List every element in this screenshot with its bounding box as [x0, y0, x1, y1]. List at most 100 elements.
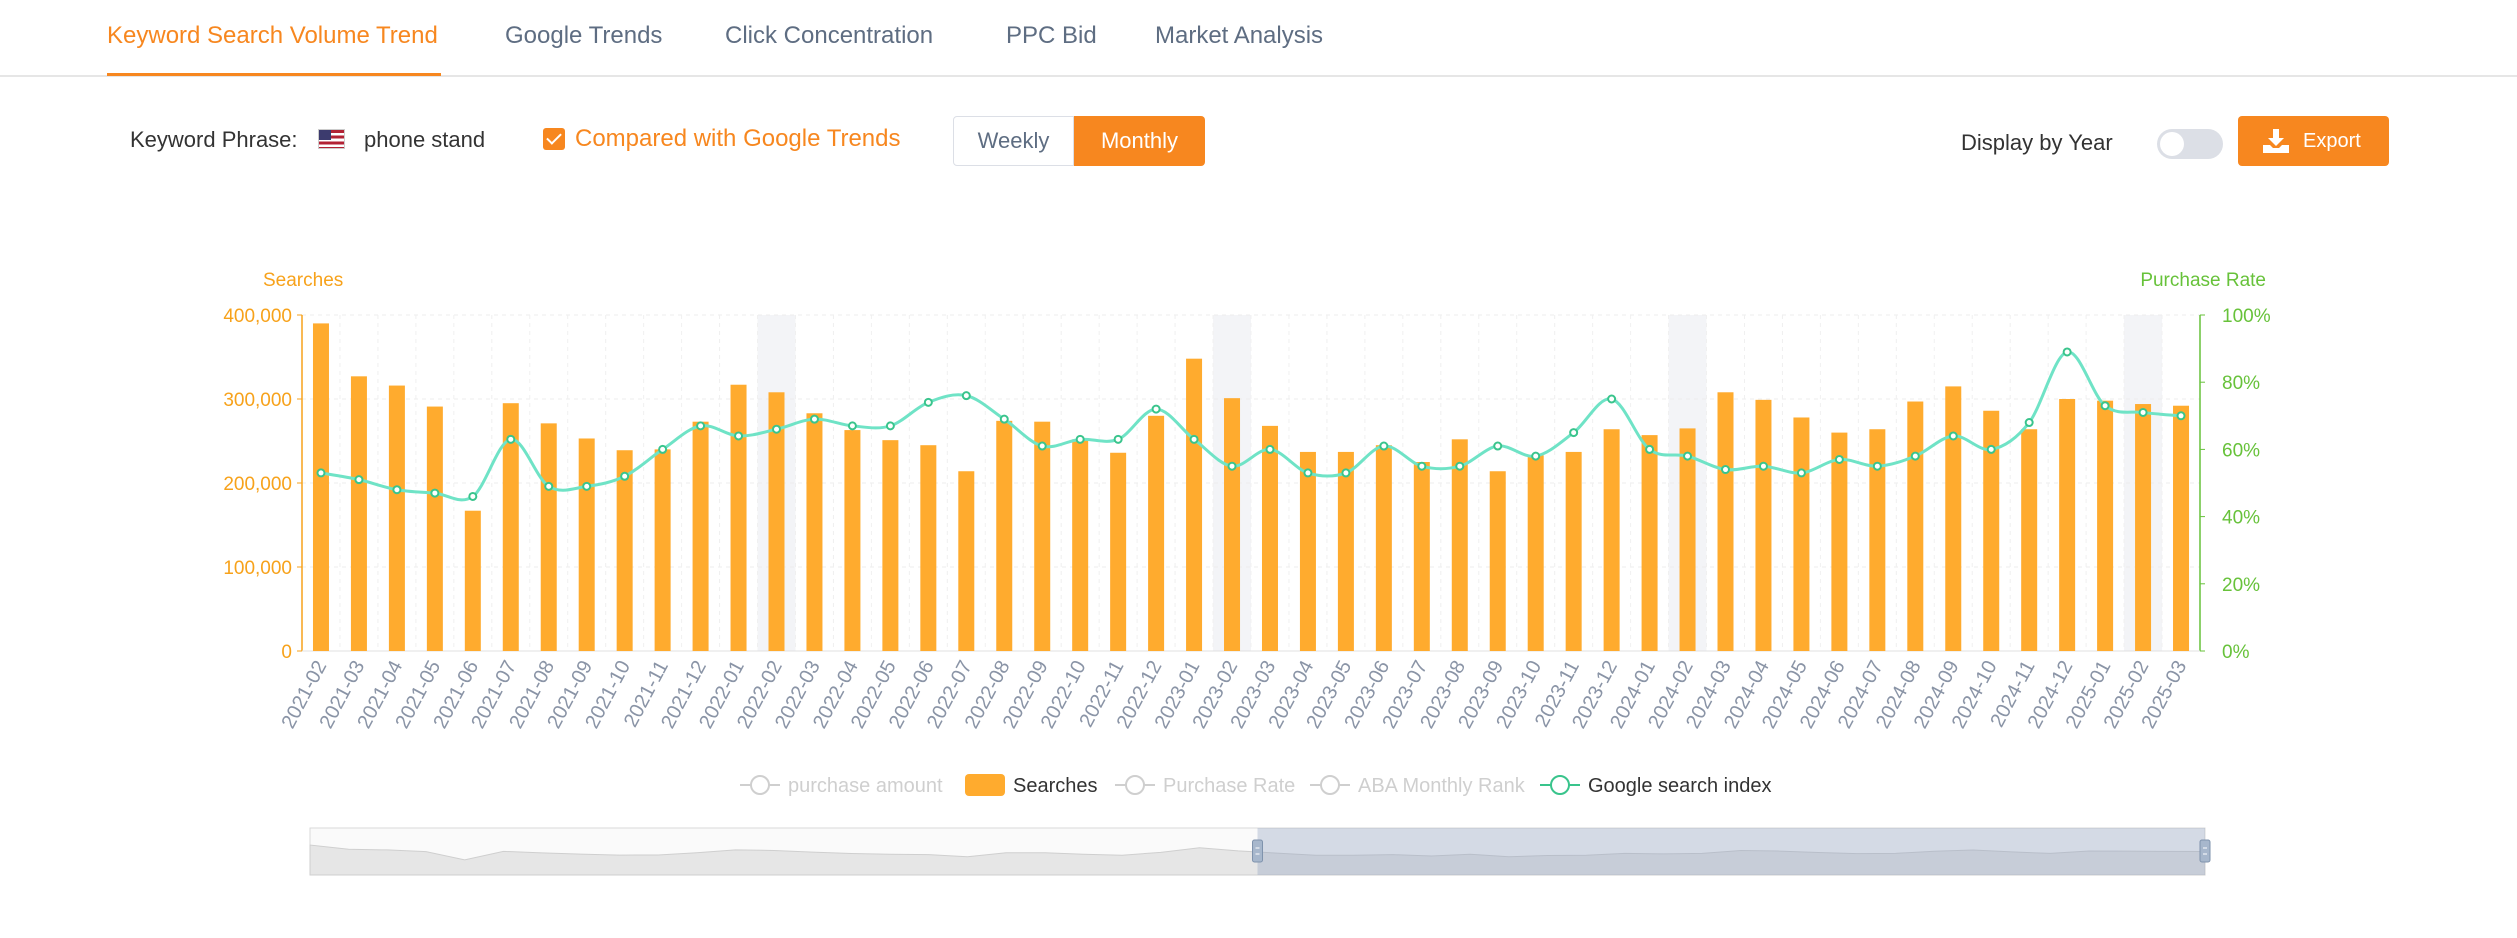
- searches-bar[interactable]: [1679, 428, 1696, 651]
- google-index-point[interactable]: [1531, 451, 1541, 461]
- zoom-handle[interactable]: [1252, 839, 1263, 863]
- searches-bar[interactable]: [1034, 421, 1051, 651]
- searches-bar[interactable]: [1072, 439, 1089, 651]
- searches-bar[interactable]: [1413, 462, 1430, 651]
- tab-market-analysis[interactable]: Market Analysis: [1155, 22, 1324, 49]
- google-index-point[interactable]: [1379, 441, 1389, 451]
- tab-click-concentration[interactable]: Click Concentration: [725, 22, 934, 49]
- searches-bar[interactable]: [426, 406, 443, 651]
- tab-google-trends[interactable]: Google Trends: [505, 22, 663, 49]
- google-index-point[interactable]: [1607, 394, 1617, 404]
- searches-bar[interactable]: [464, 510, 481, 651]
- searches-bar[interactable]: [2059, 399, 2076, 651]
- google-index-point[interactable]: [506, 434, 516, 444]
- searches-bar[interactable]: [920, 445, 937, 651]
- searches-bar[interactable]: [1489, 471, 1506, 651]
- google-index-point[interactable]: [2062, 347, 2072, 357]
- searches-bar[interactable]: [692, 421, 709, 651]
- searches-bar[interactable]: [844, 430, 861, 651]
- google-index-point[interactable]: [1151, 404, 1161, 414]
- searches-bar[interactable]: [654, 449, 671, 651]
- searches-bar[interactable]: [1261, 425, 1278, 651]
- google-index-point[interactable]: [772, 424, 781, 434]
- google-index-point[interactable]: [1796, 468, 1806, 478]
- google-index-point[interactable]: [582, 481, 592, 491]
- google-index-point[interactable]: [696, 421, 706, 431]
- searches-bar[interactable]: [1603, 429, 1620, 651]
- zoom-handle[interactable]: [2199, 839, 2211, 863]
- searches-bar[interactable]: [1186, 358, 1203, 651]
- searches-bar[interactable]: [1337, 451, 1354, 651]
- searches-bar[interactable]: [1641, 435, 1658, 651]
- google-index-point[interactable]: [1227, 461, 1237, 471]
- searches-bar[interactable]: [2097, 400, 2114, 651]
- searches-bar[interactable]: [1831, 432, 1848, 651]
- searches-bar[interactable]: [502, 403, 519, 651]
- google-index-point[interactable]: [1037, 441, 1047, 451]
- searches-bar[interactable]: [730, 384, 747, 651]
- tab-keyword-search-volume-trend[interactable]: Keyword Search Volume Trend: [107, 22, 438, 49]
- zoom-slider[interactable]: [309, 827, 2211, 876]
- google-index-point[interactable]: [1075, 434, 1085, 444]
- searches-bar[interactable]: [1451, 439, 1468, 651]
- searches-bar[interactable]: [388, 385, 405, 651]
- searches-bar[interactable]: [1907, 401, 1924, 651]
- weekly-button[interactable]: Weekly: [953, 116, 1074, 166]
- searches-bar[interactable]: [996, 420, 1013, 651]
- searches-bar[interactable]: [958, 471, 975, 651]
- searches-bar[interactable]: [1945, 386, 1962, 651]
- searches-bar[interactable]: [540, 423, 557, 651]
- google-index-point[interactable]: [1341, 468, 1351, 478]
- google-index-point[interactable]: [1265, 444, 1275, 454]
- google-index-point[interactable]: [1910, 451, 1920, 461]
- searches-bar[interactable]: [1755, 399, 1772, 651]
- google-index-point[interactable]: [847, 421, 857, 431]
- google-index-line[interactable]: [316, 347, 2186, 502]
- google-index-point[interactable]: [544, 481, 554, 491]
- searches-bar[interactable]: [806, 413, 823, 651]
- google-index-point[interactable]: [430, 488, 440, 498]
- google-index-point[interactable]: [316, 468, 326, 478]
- searches-bar[interactable]: [2135, 404, 2152, 651]
- searches-bar[interactable]: [1299, 451, 1316, 651]
- searches-bar[interactable]: [2173, 405, 2190, 651]
- searches-bar[interactable]: [1869, 429, 1886, 651]
- searches-bar[interactable]: [616, 450, 633, 651]
- google-index-point[interactable]: [1872, 461, 1882, 471]
- google-index-point[interactable]: [1986, 444, 1996, 454]
- searches-bar[interactable]: [312, 323, 329, 651]
- google-index-point[interactable]: [734, 431, 744, 441]
- compare-google-trends-label[interactable]: Compared with Google Trends: [575, 125, 901, 152]
- searches-bar[interactable]: [1527, 455, 1544, 651]
- searches-bar[interactable]: [768, 392, 785, 651]
- searches-bar[interactable]: [1224, 398, 1241, 651]
- searches-bar[interactable]: [1375, 445, 1392, 651]
- google-index-point[interactable]: [354, 475, 364, 485]
- searches-bar[interactable]: [1983, 410, 2000, 651]
- google-index-point[interactable]: [2024, 418, 2034, 428]
- searches-bar[interactable]: [1717, 392, 1734, 651]
- google-index-point[interactable]: [1758, 461, 1768, 471]
- searches-bar[interactable]: [1110, 452, 1127, 651]
- google-index-point[interactable]: [658, 444, 668, 454]
- google-index-point[interactable]: [923, 397, 933, 407]
- google-index-point[interactable]: [1645, 444, 1655, 454]
- google-index-point[interactable]: [392, 485, 402, 495]
- tab-ppc-bid[interactable]: PPC Bid: [1006, 22, 1097, 49]
- google-index-point[interactable]: [2176, 411, 2186, 421]
- google-index-point[interactable]: [1417, 461, 1427, 471]
- google-index-point[interactable]: [1113, 434, 1123, 444]
- google-index-point[interactable]: [1303, 468, 1313, 478]
- searches-bar[interactable]: [882, 440, 899, 651]
- google-index-point[interactable]: [1493, 441, 1503, 451]
- google-index-point[interactable]: [961, 391, 971, 401]
- display-by-year-toggle[interactable]: [2157, 129, 2223, 159]
- google-index-point[interactable]: [2100, 401, 2110, 411]
- google-index-point[interactable]: [1948, 431, 1958, 441]
- google-index-point[interactable]: [1189, 434, 1199, 444]
- searches-bar[interactable]: [1565, 451, 1582, 651]
- searches-bars[interactable]: [312, 323, 2190, 651]
- monthly-button[interactable]: Monthly: [1074, 116, 1205, 166]
- google-index-point[interactable]: [1683, 451, 1693, 461]
- export-button[interactable]: Export: [2238, 116, 2389, 166]
